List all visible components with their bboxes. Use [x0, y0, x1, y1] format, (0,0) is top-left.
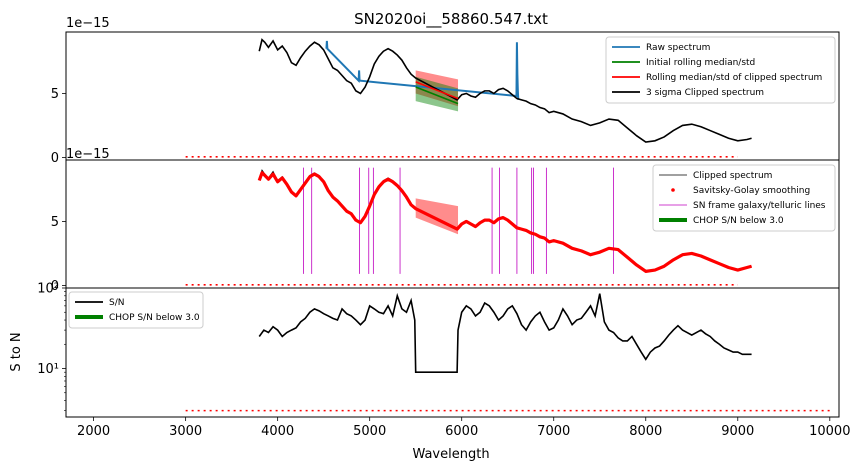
legend-label: SN frame galaxy/telluric lines — [693, 201, 826, 211]
x-axis-label: Wavelength — [412, 447, 489, 462]
y-axis-label: S to N — [9, 332, 24, 371]
series-lines — [185, 169, 753, 286]
y-tick-label: 10² — [37, 282, 59, 297]
legend-label: CHOP S/N below 3.0 — [693, 216, 784, 226]
legend: Raw spectrum Initial rolling median/std Ro… — [605, 36, 836, 104]
x-tick-label: 8000 — [629, 424, 662, 439]
series-rolling-median-std-of-clipped-spectrum — [415, 81, 459, 100]
y-tick-label: 0 — [51, 151, 59, 166]
y-scale-label: 1e−15 — [66, 147, 110, 162]
legend-label: Savitsky-Golay smoothing — [693, 186, 810, 196]
legend-frame — [652, 164, 836, 232]
series-lines — [185, 38, 752, 158]
series-lines — [185, 292, 830, 412]
x-tick-label: 5000 — [353, 424, 386, 439]
x-tick-label: 10000 — [809, 424, 850, 439]
legend-label: 3 sigma Clipped spectrum — [646, 88, 764, 98]
legend-label: Raw spectrum — [646, 43, 710, 53]
panel-signal-to-noise: 10¹ 10² 2000 3000 4000 5000 6000 7000 8000 9000 10… — [9, 282, 850, 463]
x-tick-label: 7000 — [537, 424, 570, 439]
legend-label: Clipped spectrum — [693, 171, 772, 181]
series-3-sigma-clipped-spectrum — [258, 38, 752, 143]
y-tick-label: 0 — [51, 279, 59, 294]
y-axis-ticks: 05 — [51, 215, 66, 294]
x-tick-label: 9000 — [721, 424, 754, 439]
axis-ticks: 10¹ 10² 2000 3000 4000 5000 6000 7000 8000 9000 10… — [37, 282, 850, 440]
series-savitsky-golay-smoothing — [257, 171, 753, 273]
series-initial-rolling-median-std — [415, 86, 459, 105]
y-tick-label: 5 — [51, 215, 59, 230]
legend-label: CHOP S/N below 3.0 — [109, 313, 200, 323]
x-tick-label: 3000 — [169, 424, 202, 439]
y-axis-ticks: 05 — [51, 87, 66, 166]
y-scale-label: 1e−15 — [66, 16, 110, 31]
x-tick-label: 2000 — [77, 424, 110, 439]
y-tick-label: 10¹ — [37, 362, 59, 377]
panel-smoothed-spectrum: 1e−15 05 Clipped spectrumSavitsky-Golay … — [51, 147, 840, 294]
series-raw-spectrum — [325, 40, 520, 100]
chart-title: SN2020oi__58860.547.txt — [354, 10, 548, 29]
legend-label: Initial rolling median/std — [646, 58, 755, 68]
legend-label: Rolling median/std of clipped spectrum — [646, 73, 822, 83]
galaxy-telluric-lines — [303, 167, 614, 274]
legend-marker — [671, 188, 675, 192]
legend: S/N CHOP S/N below 3.0 — [68, 291, 204, 329]
legend: Clipped spectrum Savitsky-Golay smoothing… — [652, 164, 836, 232]
series-s-n — [258, 292, 752, 374]
x-tick-label: 4000 — [261, 424, 294, 439]
legend-frame — [605, 36, 836, 104]
y-tick-label: 5 — [51, 87, 59, 102]
legend-label: S/N — [109, 298, 124, 308]
x-tick-label: 6000 — [445, 424, 478, 439]
